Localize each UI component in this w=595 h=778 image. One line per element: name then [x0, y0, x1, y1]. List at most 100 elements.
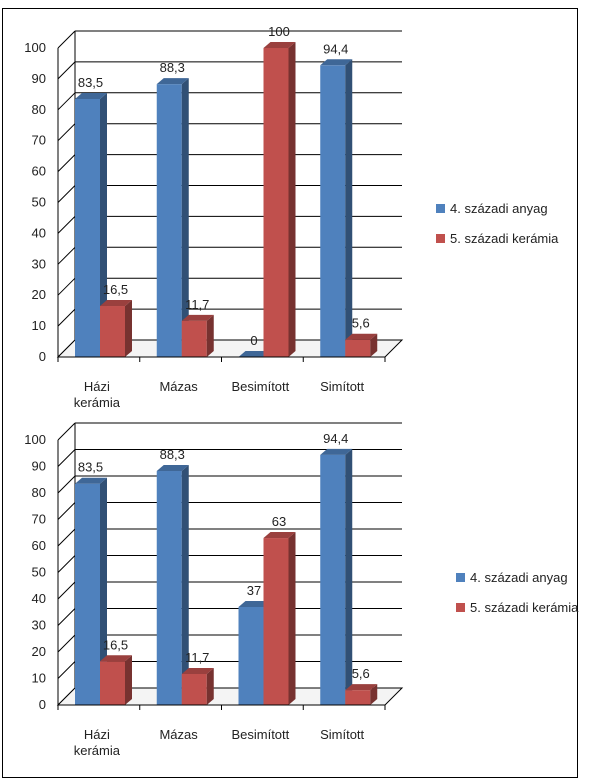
bar-front [156, 471, 182, 705]
bar-top [238, 600, 271, 607]
data-label: 37 [247, 583, 261, 598]
data-label: 16,5 [103, 637, 128, 652]
gridline-side [57, 123, 76, 142]
bar-side [370, 684, 378, 705]
x-tick-label: Simított [320, 379, 364, 394]
legend-swatch [436, 234, 445, 243]
bar-front [181, 673, 207, 705]
bar-top [100, 655, 132, 662]
data-label: 94,4 [323, 431, 348, 446]
y-tick-label: 0 [39, 697, 46, 712]
y-tick-label: 50 [32, 195, 46, 210]
bar-top [156, 78, 189, 85]
data-label: 63 [272, 514, 286, 529]
bar-side [125, 300, 132, 357]
legend-label: 5. századi kerámia [450, 231, 559, 246]
data-label: 0 [250, 333, 257, 348]
data-label: 11,7 [185, 297, 209, 312]
y-tick-label: 80 [32, 485, 46, 500]
data-label: 88,3 [160, 60, 185, 75]
bar-top [100, 300, 132, 307]
x-tick-label: Simított [320, 727, 364, 742]
y-tick-label: 100 [24, 40, 46, 55]
x-tick-label: Mázas [159, 379, 198, 394]
bar-top [320, 59, 353, 66]
gridline-side [57, 608, 76, 626]
bar-front [75, 98, 100, 358]
y-tick-label: 20 [32, 644, 46, 659]
y-tick-label: 30 [32, 256, 46, 271]
x-tick-label: kerámia [74, 743, 121, 758]
bar-front [345, 690, 371, 705]
y-tick-label: 20 [32, 287, 46, 302]
data-label: 11,7 [185, 650, 209, 665]
bar-front [320, 65, 346, 357]
gridline-side [57, 61, 76, 80]
bar-top [181, 314, 214, 321]
gridline-side [57, 246, 76, 265]
data-label: 16,5 [103, 282, 128, 297]
y-tick-label: 30 [32, 618, 46, 633]
gridline-side [57, 30, 76, 49]
bar-top [320, 448, 353, 455]
bar-front [156, 84, 182, 357]
bar-side [288, 532, 296, 705]
y-tick-label: 60 [32, 164, 46, 179]
bar-front [263, 538, 289, 705]
bar-top [156, 465, 189, 472]
gridline-side [57, 661, 76, 679]
gridline-side [57, 475, 76, 494]
gridline-side [57, 216, 76, 234]
bar-side [181, 78, 189, 357]
gridline-side [57, 154, 76, 172]
x-tick-label: Besimított [231, 727, 289, 742]
bar-side [181, 465, 189, 705]
bar-side [206, 667, 214, 705]
data-label: 94,4 [323, 41, 348, 56]
legend-swatch [456, 603, 465, 612]
y-tick-label: 60 [32, 538, 46, 553]
gridline-side [57, 422, 76, 441]
legend-swatch [436, 204, 445, 213]
bar-side [370, 333, 378, 357]
bar-side [100, 477, 107, 705]
y-tick-label: 70 [32, 133, 46, 148]
bar-top [263, 532, 296, 539]
bar-side [288, 42, 296, 357]
gridline-side [57, 449, 76, 467]
bar-side [100, 92, 107, 358]
legend-label: 5. századi kerámia [470, 600, 579, 615]
bar-front [100, 306, 125, 357]
y-tick-label: 50 [32, 565, 46, 580]
bar-top [345, 333, 378, 340]
y-tick-label: 90 [32, 71, 46, 86]
gridline-side [57, 277, 76, 296]
bar-side [345, 448, 353, 705]
legend-swatch [456, 573, 465, 582]
gridline-side [57, 581, 76, 600]
gridline-side [57, 528, 76, 547]
y-tick-label: 70 [32, 512, 46, 527]
data-label: 88,3 [160, 447, 185, 462]
x-tick-label: Mázas [159, 727, 198, 742]
bar-top [238, 351, 271, 357]
bar-side [125, 655, 132, 705]
bar-front [100, 661, 125, 705]
bar-front [75, 483, 100, 705]
x-tick-label: kerámia [74, 395, 121, 410]
y-tick-label: 10 [32, 671, 46, 686]
data-label: 5,6 [352, 316, 370, 331]
x-tick-label: Házi [84, 379, 110, 394]
x-tick-label: Házi [84, 727, 110, 742]
y-tick-label: 0 [39, 349, 46, 364]
bar-top [75, 477, 107, 484]
data-label: 5,6 [352, 666, 370, 681]
gridline-side [57, 92, 76, 111]
bar-front [345, 339, 371, 357]
y-tick-label: 90 [32, 459, 46, 474]
legend-label: 4. századi anyag [450, 201, 548, 216]
data-label: 83,5 [78, 75, 103, 90]
